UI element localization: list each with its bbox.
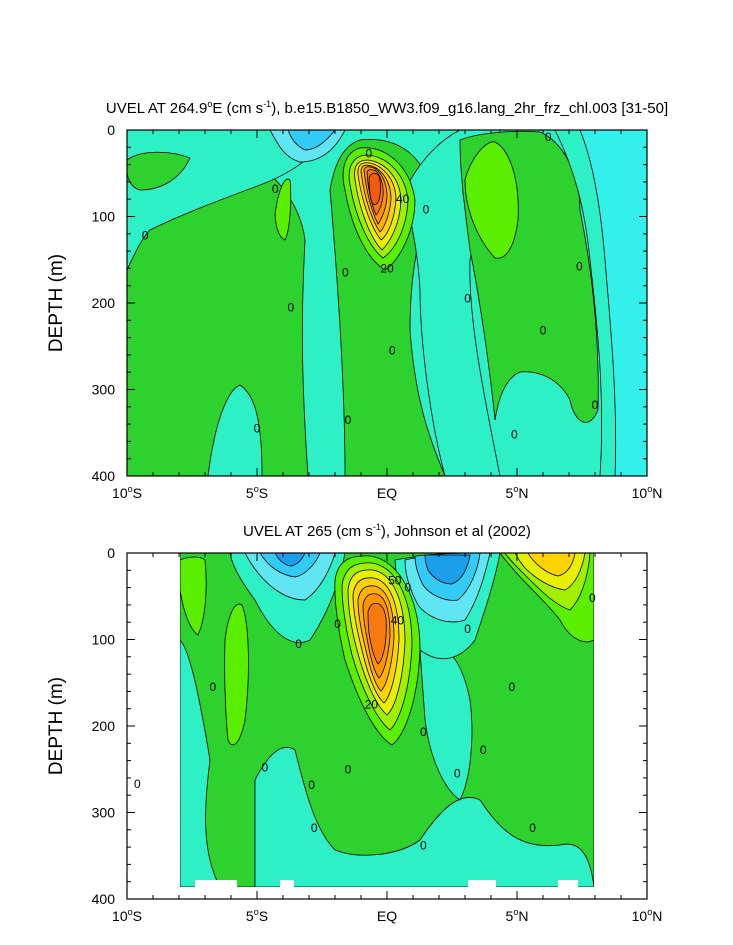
panel-2-region-deep-teal-south (180, 639, 221, 887)
panel-2-region-west-pocket (180, 556, 207, 636)
panel-1-contour-label: 0 (389, 344, 396, 358)
panel-1-contour-label: 0 (576, 260, 583, 274)
panel-2-title: UVEL AT 265 (cm s-1), Johnson et al (200… (243, 522, 531, 540)
panel-1-xtick-label: 5oS (246, 484, 268, 501)
panel-1-contour-label: 0 (142, 229, 149, 243)
panel-1-xtick-label: EQ (377, 485, 397, 501)
panel-2-contour-label: 0 (464, 622, 471, 636)
panel-1-region-green-pocket (274, 178, 292, 241)
panel-2-contour-label: 0 (420, 725, 427, 739)
panel-2-contour-label: 0 (295, 637, 302, 651)
panel-1-contour-label: 20 (380, 261, 394, 275)
panel-1-contour-label: 0 (272, 182, 279, 196)
panel-1-contour-label: 0 (345, 413, 352, 427)
panel-2-xtick-label: EQ (377, 908, 397, 924)
panel-1-ytick-label: 400 (92, 468, 116, 484)
panel-2-gap-3 (468, 880, 496, 887)
panel-2-euc-level-7 (367, 602, 387, 665)
panel-2-contour-label: 0 (209, 680, 216, 694)
panel-2-contour-label: 20 (365, 697, 379, 711)
panel-1-contour-label: 0 (545, 130, 552, 144)
panel-2-region-west-bright-green (224, 603, 249, 746)
panel-2-region-north-jet-gold (527, 553, 576, 577)
panel-1-xtick-label: 5oN (506, 484, 529, 501)
panel-2-contour-label: 0 (589, 591, 596, 605)
panel-1-contour-labels: 0 40 20 0 0 0 0 0 0 0 0 0 0 0 0 0 0 (142, 130, 599, 442)
panel-2-ytick-label: 300 (92, 805, 116, 821)
panel-1-region-east-bright-green (464, 141, 519, 259)
panel-2-contour-label: 50 (388, 574, 402, 588)
panel-2-contour-label: 0 (529, 821, 536, 835)
panel-1-ytick-label: 100 (92, 209, 116, 225)
panel-1-contour-label: 0 (423, 203, 430, 217)
panel-1-region-surface-blue (287, 130, 336, 151)
panel-1-ytick-label: 0 (107, 122, 115, 138)
panel-1-ytick-label: 200 (92, 295, 116, 311)
panel-2-contour-label: 0 (454, 767, 461, 781)
panel-1-euc-level-8 (368, 172, 381, 206)
panel-1-xtick-label: 10oN (632, 484, 663, 501)
panel-2-xtick-label: 10oS (112, 907, 142, 924)
panel-2-region-deep-teal-central (254, 747, 594, 887)
panel-2-ytick-label: 100 (92, 632, 116, 648)
panel-1-contour-label: 0 (464, 292, 471, 306)
panel-2-contour-label: 0 (480, 743, 487, 757)
panel-2-contour-label: 0 (134, 777, 141, 791)
panel-2-ytick-label: 400 (92, 891, 116, 907)
panel-2-gap-4 (558, 880, 578, 887)
panel-2-contour-field (180, 553, 594, 887)
panel-2-contour-label: 0 (308, 778, 315, 792)
panel-2-ytick-label: 200 (92, 718, 116, 734)
panel-2-gap-2 (280, 880, 294, 887)
panel-2-xtick-label: 10oN (632, 907, 663, 924)
panel-1-contour-field (127, 130, 647, 476)
panel-1-contour-label: 0 (511, 427, 518, 441)
panel-2-ytick-label: 0 (107, 545, 115, 561)
panel-2-xtick-label: 5oN (506, 907, 529, 924)
panel-1-contour-label: 0 (592, 398, 599, 412)
panel-2-contour-label: 0 (311, 821, 318, 835)
panel-2-contour-label: 0 (334, 617, 341, 631)
panel-2-contour-label: 0 (345, 762, 352, 776)
panel-1-contour-label: 0 (254, 421, 261, 435)
panel-1-region-south-teal (207, 384, 263, 476)
panel-1-contour-label: 0 (540, 324, 547, 338)
panel-1-xtick-label: 10oS (112, 484, 142, 501)
panel-2-contour-label: 40 (391, 613, 405, 627)
panel-1-ylabel: DEPTH (m) (46, 254, 67, 352)
panel-1-title: UVEL AT 264.9oE (cm s-1), b.e15.B1850_WW… (106, 99, 668, 117)
panel-2-region-surface-deep-blue-east (424, 554, 471, 585)
panel-2-ylabel: DEPTH (m) (46, 677, 67, 775)
panel-2-xtick-label: 5oS (246, 907, 268, 924)
panel-1-contour-label: 0 (287, 300, 294, 314)
panel-2-contour-label: 0 (420, 838, 427, 852)
panel-1-ytick-label: 300 (92, 382, 116, 398)
panel-2-gap-1 (195, 880, 237, 887)
panel-2-contour-label: 0 (508, 680, 515, 694)
panel-1-contour-label: 40 (396, 192, 410, 206)
panel-2-contour-label: 0 (261, 761, 268, 775)
panel-1-contour-label: 0 (365, 146, 372, 160)
panel-2-contour-label: 0 (404, 581, 411, 595)
panel-1-region-far-east-light (579, 130, 647, 476)
panel-1-contour-label: 0 (342, 266, 349, 280)
